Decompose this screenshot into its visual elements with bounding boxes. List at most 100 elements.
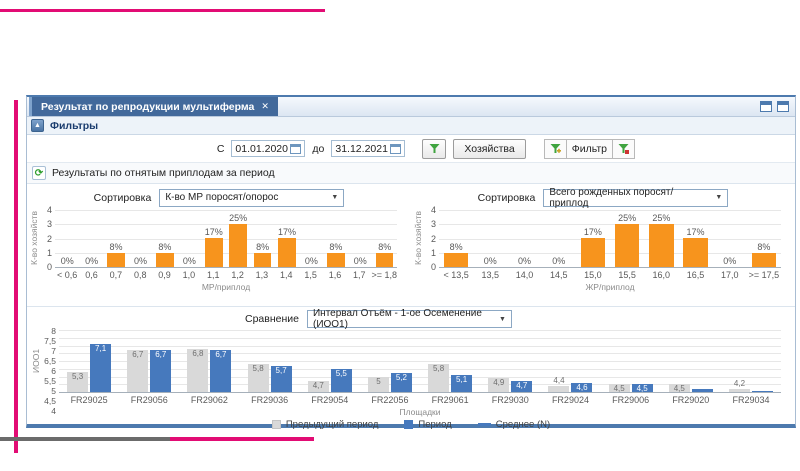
x-tick-label: FR22056 xyxy=(371,395,409,405)
tab-bar: Результат по репродукции мультиферма ✕ xyxy=(27,97,795,117)
bar-value-label: 4,5 xyxy=(636,384,648,394)
gridline xyxy=(59,345,781,347)
bar xyxy=(229,224,247,267)
sort-label: Сортировка xyxy=(477,191,536,204)
bar: 6,7 xyxy=(127,350,149,392)
filters-panel-header: ▲ Фильтры xyxy=(27,117,795,135)
window-icon[interactable] xyxy=(777,101,789,112)
y-tick-label: 1 xyxy=(430,247,436,258)
x-tick-label: 1,2 xyxy=(231,270,244,280)
sort-dropdown-mr[interactable]: К-во МР поросят/опорос ▼ xyxy=(159,188,345,207)
bar-slot: 0% xyxy=(55,210,79,267)
y-axis: 4 3 2 1 0 xyxy=(40,205,55,272)
bar-slot: 8% xyxy=(324,210,348,267)
chart-panel-born: Сортировка Всего рожденных поросят/припл… xyxy=(411,184,795,306)
bar-slot: 0% xyxy=(473,210,507,267)
x-tick-label: FR29020 xyxy=(672,395,710,405)
bar-group: 4,7 5,5 xyxy=(300,330,360,392)
calendar-icon[interactable] xyxy=(390,143,402,154)
filter-controls-row: С 01.01.2020 до 31.12.2021 Хозяйства Фил… xyxy=(27,135,795,163)
bar-value-label: 5,3 xyxy=(72,371,84,381)
plot-area: 0% 0% 8% 0% 8% 0% 17% 25% 8% 17% 0% 8% 0% 8% xyxy=(55,210,397,268)
gridline xyxy=(55,210,397,211)
bar xyxy=(683,238,708,267)
bar xyxy=(327,253,345,267)
apply-filter-button[interactable] xyxy=(422,138,447,159)
compare-dropdown[interactable]: Интервал Отъём - 1-ое Осеменение (ИОО1) … xyxy=(306,308,512,330)
bar-slot: 0% xyxy=(713,210,747,267)
bar: 4,5 xyxy=(668,384,690,393)
bar-value-label: 4,6 xyxy=(576,382,588,392)
sort-dropdown-value: К-во МР поросят/опорос xyxy=(165,192,279,203)
bar xyxy=(278,238,296,267)
bar-value-label: 5,7 xyxy=(275,365,287,375)
x-tick-label: 14,0 xyxy=(515,270,534,280)
gridline xyxy=(55,252,397,254)
crop-mark-top xyxy=(0,9,325,12)
tab-title: Результат по репродукции мультиферма xyxy=(41,100,255,113)
bar-percent-label: 0% xyxy=(304,256,318,266)
compare-row: Сравнение Интервал Отъём - 1-ое Осеменен… xyxy=(27,308,795,330)
farms-button[interactable]: Хозяйства xyxy=(453,138,526,159)
date-to-input[interactable]: 31.12.2021 xyxy=(331,140,406,157)
compare-label: Сравнение xyxy=(245,313,299,325)
bar-value-label: 6,7 xyxy=(132,350,144,360)
bar-value-label: 6,8 xyxy=(192,348,204,358)
legend-item-average: Среднее (N) xyxy=(477,419,550,430)
tab-reproduction-result[interactable]: Результат по репродукции мультиферма ✕ xyxy=(32,97,278,116)
x-tick-label: 13,5 xyxy=(481,270,500,280)
collapse-icon[interactable]: ▲ xyxy=(31,119,44,132)
bar: 4,7 xyxy=(511,381,533,392)
crop-mark-bottom-gray xyxy=(0,437,170,441)
sort-dropdown-born[interactable]: Всего рожденных поросят/приплод ▼ xyxy=(543,187,729,209)
bar-slot: 0% xyxy=(507,210,541,267)
bar-value-label: 5,8 xyxy=(252,364,264,374)
bar: 4,9 xyxy=(488,378,510,392)
bar: 6,7 xyxy=(210,350,232,392)
bar-slot: 0% xyxy=(128,210,152,267)
bar xyxy=(614,224,640,267)
tab-accent-stripe xyxy=(29,97,32,116)
bar-slot: 17% xyxy=(202,210,226,267)
bar-slot: 0% xyxy=(542,210,576,267)
bar-group: 6,7 6,7 xyxy=(119,330,179,392)
y-tick-label: 3 xyxy=(430,219,436,230)
bar-slot: 17% xyxy=(275,210,299,267)
bar-percent-label: 0% xyxy=(552,256,566,266)
x-tick-label: FR29054 xyxy=(311,395,349,405)
bar-slot: 25% xyxy=(610,210,644,267)
y-tick-label: 0 xyxy=(46,262,52,272)
bar-slot: 8% xyxy=(153,210,177,267)
bar-percent-label: 8% xyxy=(158,242,172,252)
date-from-input[interactable]: 01.01.2020 xyxy=(231,140,306,157)
bar-percent-label: 0% xyxy=(723,256,737,266)
add-filter-button[interactable] xyxy=(543,138,567,159)
bar: 5,2 xyxy=(390,373,412,392)
bar xyxy=(156,253,174,267)
bar-percent-label: 17% xyxy=(686,227,705,237)
table-icon[interactable] xyxy=(760,101,772,112)
bar-value-label: 5,2 xyxy=(395,373,407,383)
clear-filter-button[interactable] xyxy=(612,138,635,159)
calendar-icon[interactable] xyxy=(290,143,302,154)
histogram-mr: К-во хозяйств 4 3 2 1 0 0% 0% 8% 0% 8% 0% 17% 25% 8%… xyxy=(27,205,411,306)
section-title: Результаты по отнятым приплодам за перио… xyxy=(52,167,275,179)
bar xyxy=(375,253,394,267)
close-icon[interactable]: ✕ xyxy=(261,101,269,111)
filter-button[interactable]: Фильтр xyxy=(565,138,613,159)
refresh-icon[interactable]: ⟳ xyxy=(32,166,46,180)
bar-group: 6,8 6,7 xyxy=(179,330,239,392)
bar xyxy=(751,391,773,392)
bar xyxy=(253,253,272,267)
gridline xyxy=(59,330,781,331)
bar: 5,7 xyxy=(270,365,292,392)
bar: 5,8 xyxy=(428,364,450,392)
app-window: Результат по репродукции мультиферма ✕ ▲… xyxy=(26,95,796,430)
bar-slot: 8% xyxy=(104,210,128,267)
bars-container: 5,3 7,1 6,7 6,7 6,8 6,7 5,8 5,7 4,7 5,5 5 5,2 5,8 5,1… xyxy=(59,330,781,394)
x-tick-label: FR29024 xyxy=(551,395,589,405)
chart-panel-mr: Сортировка К-во МР поросят/опорос ▼ К-во… xyxy=(27,184,411,306)
x-tick-label: 1,5 xyxy=(304,270,317,280)
bar-group: 4,5 4,5 xyxy=(601,330,661,394)
